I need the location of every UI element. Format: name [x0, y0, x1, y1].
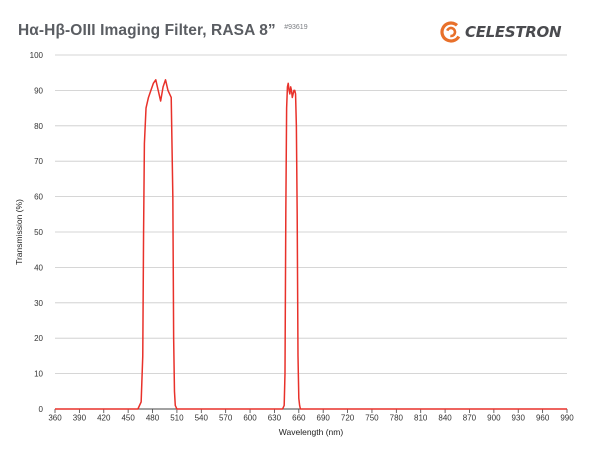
x-tick-label: 450: [121, 414, 135, 423]
y-tick-label: 40: [34, 263, 43, 272]
title-block: Hα-Hβ-OIII Imaging Filter, RASA 8” #9361…: [18, 22, 308, 40]
x-tick-label: 480: [146, 414, 160, 423]
x-tick-labels: 360 390 420 450 480 510 540 570 600 630 660 690 720 7…: [48, 414, 574, 423]
logo-wordmark: CELESTRON: [465, 23, 562, 41]
y-tick-label: 70: [34, 157, 43, 166]
x-tick-label: 930: [512, 414, 526, 423]
header: Hα-Hβ-OIII Imaging Filter, RASA 8” #9361…: [0, 0, 595, 50]
y-tick-label: 90: [34, 86, 43, 95]
y-tick-label: 100: [30, 51, 44, 60]
y-tick-label: 10: [34, 370, 43, 379]
x-tick-label: 960: [536, 414, 550, 423]
x-tick-label: 840: [438, 414, 452, 423]
transmission-curve: [55, 79, 567, 410]
x-tick-label: 360: [48, 414, 62, 423]
celestron-swirl-icon: [440, 21, 462, 43]
x-tick-label: 690: [317, 414, 331, 423]
x-tick-label: 720: [341, 414, 355, 423]
chart-title: Hα-Hβ-OIII Imaging Filter, RASA 8”: [18, 22, 276, 39]
x-tick-label: 660: [292, 414, 306, 423]
y-axis-label: Transmission (%): [14, 199, 24, 265]
x-tick-label: 390: [73, 414, 87, 423]
y-tick-label: 20: [34, 334, 43, 343]
y-tick-label: 0: [39, 405, 44, 414]
x-tick-label: 900: [487, 414, 501, 423]
part-number: #93619: [284, 24, 308, 31]
x-tick-label: 570: [219, 414, 233, 423]
y-tick-label: 50: [34, 228, 43, 237]
x-tick-label: 600: [243, 414, 257, 423]
x-tick-label: 810: [414, 414, 428, 423]
x-tick-label: 750: [365, 414, 379, 423]
y-tick-labels: 0 10 20 30 40 50 60 70 80 90 100: [30, 51, 44, 414]
x-tick-label: 870: [463, 414, 477, 423]
series-layer: [55, 79, 567, 410]
x-tick-label: 780: [390, 414, 404, 423]
x-tick-label: 540: [195, 414, 209, 423]
x-tick-label: 510: [170, 414, 184, 423]
y-tick-label: 60: [34, 193, 43, 202]
y-tick-label: 80: [34, 122, 43, 131]
x-axis-label: Wavelength (nm): [279, 427, 344, 437]
x-tick-label: 630: [268, 414, 282, 423]
x-tick-label: 990: [560, 414, 574, 423]
grid-lines: [54, 54, 568, 413]
x-tick-label: 420: [97, 414, 111, 423]
y-tick-label: 30: [34, 299, 43, 308]
celestron-logo: CELESTRON: [440, 21, 562, 43]
